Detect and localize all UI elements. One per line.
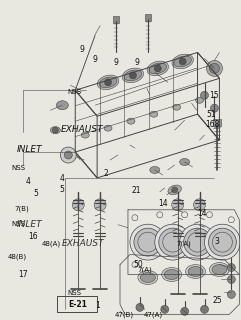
Circle shape [181,307,189,315]
Text: 17: 17 [19,269,28,279]
Text: 5: 5 [59,185,64,194]
Ellipse shape [124,70,142,81]
Text: 48(B): 48(B) [8,254,27,260]
Text: 50: 50 [134,260,143,269]
Ellipse shape [138,270,158,284]
Circle shape [155,224,191,260]
Ellipse shape [99,77,117,88]
Text: 7(B): 7(B) [15,205,29,212]
Text: NSS: NSS [68,290,82,296]
Text: 25: 25 [213,296,222,305]
Text: 4: 4 [26,177,31,186]
Ellipse shape [81,132,89,138]
Text: 7(A): 7(A) [177,240,192,247]
Circle shape [207,60,222,76]
Circle shape [194,199,206,211]
Text: 168: 168 [206,120,220,130]
Circle shape [52,127,58,133]
Text: 15: 15 [209,91,219,100]
FancyBboxPatch shape [113,16,119,23]
Text: 5: 5 [33,189,38,198]
Text: 9: 9 [80,44,85,54]
Circle shape [105,79,112,86]
Ellipse shape [127,118,135,124]
Circle shape [227,276,235,284]
Text: NSS: NSS [12,221,26,227]
Circle shape [60,147,76,163]
Circle shape [201,91,208,99]
Ellipse shape [141,273,155,283]
Ellipse shape [188,267,203,276]
Text: 14: 14 [197,209,207,218]
Text: INLET: INLET [16,145,42,154]
Ellipse shape [122,68,144,83]
Text: 51: 51 [206,110,216,119]
Ellipse shape [173,104,181,110]
Text: E-21: E-21 [68,300,87,309]
Ellipse shape [162,268,182,282]
Circle shape [172,187,178,193]
Text: EXHAUST: EXHAUST [61,125,104,134]
Text: 7(A): 7(A) [137,267,152,273]
Ellipse shape [56,101,68,110]
Circle shape [227,291,235,298]
Ellipse shape [180,158,190,165]
Circle shape [159,228,187,256]
Ellipse shape [150,166,160,173]
Circle shape [227,264,235,271]
Ellipse shape [50,127,60,134]
Text: 16: 16 [28,232,38,241]
FancyBboxPatch shape [214,119,221,126]
Text: NSS: NSS [67,89,81,95]
Circle shape [129,72,136,79]
Circle shape [180,224,215,260]
Text: 4: 4 [59,174,64,183]
Text: 9: 9 [93,55,98,64]
Circle shape [136,303,144,311]
Circle shape [208,228,236,256]
Circle shape [210,104,218,112]
Circle shape [94,199,106,211]
Text: 47(B): 47(B) [114,311,134,318]
Circle shape [179,58,186,65]
Text: 2: 2 [104,169,108,178]
Text: 9: 9 [113,58,118,67]
Circle shape [205,224,240,260]
Circle shape [64,151,72,159]
Ellipse shape [164,269,179,279]
Circle shape [172,199,184,211]
Circle shape [134,228,162,256]
Ellipse shape [172,54,193,69]
Ellipse shape [209,262,229,276]
Ellipse shape [147,61,168,76]
Text: 3: 3 [214,237,219,246]
Circle shape [161,305,169,313]
FancyBboxPatch shape [145,14,151,20]
Text: 9: 9 [134,58,139,67]
Ellipse shape [195,97,203,103]
Text: EXHAUST: EXHAUST [61,239,104,248]
Text: INLET: INLET [17,220,42,229]
Circle shape [130,224,166,260]
Ellipse shape [174,56,191,67]
Circle shape [201,305,208,313]
Text: 1: 1 [95,301,100,310]
Text: 21: 21 [131,186,141,195]
Text: 14: 14 [158,199,168,208]
Ellipse shape [97,75,119,90]
Ellipse shape [168,185,181,195]
Ellipse shape [150,111,158,117]
Text: 48(A): 48(A) [41,240,60,247]
Circle shape [72,199,84,211]
Text: 47(A): 47(A) [143,311,162,318]
Text: NSS: NSS [12,165,26,171]
Circle shape [209,63,219,73]
Ellipse shape [212,265,227,275]
Ellipse shape [104,125,112,131]
Ellipse shape [186,265,206,278]
Ellipse shape [149,63,167,74]
Circle shape [184,228,211,256]
Circle shape [154,65,161,72]
